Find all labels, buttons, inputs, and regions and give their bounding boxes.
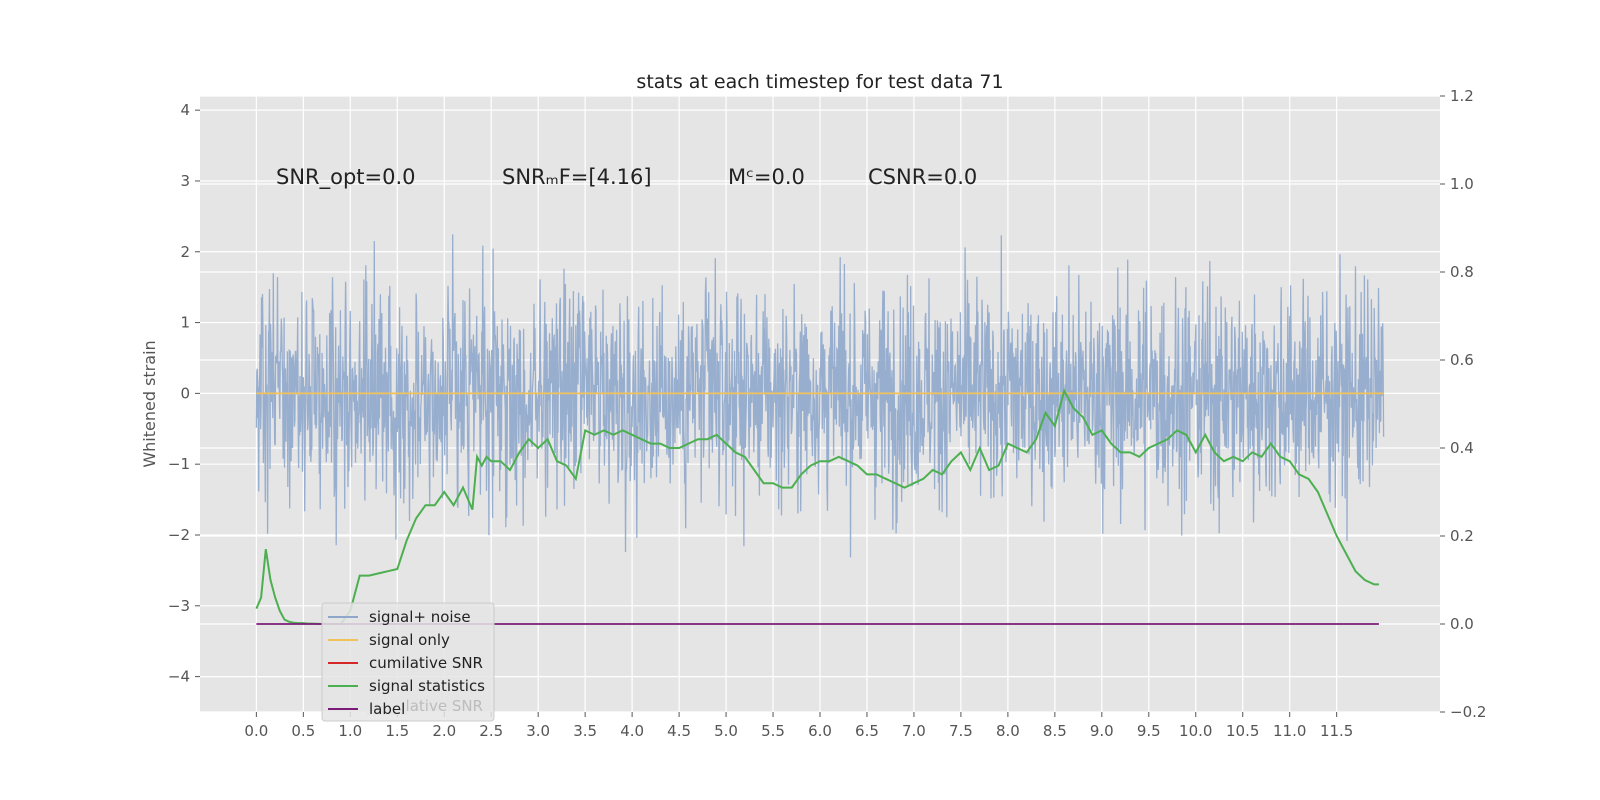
x-tick-label-17: 8.5 [1043, 722, 1067, 740]
y-left-tick-label-1: 3 [180, 172, 190, 190]
legend-label-cumilative-snr: cumilative SNR [369, 654, 483, 672]
x-tick-label-20: 10.0 [1179, 722, 1212, 740]
annotation-snr-mf: SNRₘF=[4.16] [502, 165, 652, 189]
y-axis-label: Whitened strain [140, 340, 159, 467]
series-signal-statistics [255, 388, 1379, 625]
x-tick-label-11: 5.5 [761, 722, 785, 740]
y-left-tick-label-7: −3 [168, 597, 190, 615]
y-right-tick-label-4: 0.4 [1450, 439, 1474, 457]
series-signal-noise [255, 234, 1385, 558]
x-tick-label-1: 0.5 [291, 722, 315, 740]
x-tick-label-16: 8.0 [996, 722, 1020, 740]
y-left-tick-label-8: −4 [168, 668, 190, 686]
x-tick-label-21: 10.5 [1226, 722, 1259, 740]
annotations: SNR_opt=0.0 SNRₘF=[4.16] Mᶜ=0.0 CSNR=0.0 [276, 165, 977, 190]
y-right-tick-label-1: 1.0 [1450, 175, 1474, 193]
y-right-tick-label-6: 0.0 [1450, 615, 1474, 633]
x-axis: 0.0 0.5 1.0 1.5 2.0 2.5 3.0 3.5 4.0 4.5 5.0 5.5 6.0 6… [244, 712, 1353, 740]
annotation-mc: Mᶜ=0.0 [728, 165, 805, 189]
y-right-tick-label-3: 0.6 [1450, 351, 1474, 369]
y-right-tick-label-2: 0.8 [1450, 263, 1474, 281]
annotation-snr-opt: SNR_opt=0.0 [276, 165, 416, 190]
signal-noise-series [255, 234, 1385, 558]
x-tick-label-10: 5.0 [714, 722, 738, 740]
x-tick-label-0: 0.0 [244, 722, 268, 740]
y-right-tick-label-5: 0.2 [1450, 527, 1474, 545]
y-left-tick-label-4: 0 [180, 384, 190, 402]
legend-label-signal-statistics: signal statistics [369, 677, 485, 695]
y-left-tick-label-0: 4 [180, 101, 190, 119]
legend: cumilative SNR signal+ noise signal only… [321, 602, 495, 722]
x-tick-label-3: 1.5 [385, 722, 409, 740]
x-tick-label-13: 6.5 [855, 722, 879, 740]
x-tick-label-15: 7.5 [949, 722, 973, 740]
y-left-tick-label-3: 1 [180, 314, 190, 332]
x-tick-label-6: 3.0 [526, 722, 550, 740]
x-tick-label-2: 1.0 [338, 722, 362, 740]
legend-label-bg [367, 699, 407, 715]
legend-box [321, 602, 495, 722]
y-right-tick-label-0: 1.2 [1450, 87, 1474, 105]
y-right-tick-label-7: −0.2 [1450, 703, 1486, 721]
x-tick-label-23: 11.5 [1320, 722, 1353, 740]
x-tick-label-9: 4.5 [667, 722, 691, 740]
x-tick-label-22: 11.0 [1273, 722, 1306, 740]
y-left-tick-label-6: −2 [168, 526, 190, 544]
y-axis-right: 1.2 1.0 0.8 0.6 0.4 0.2 0.0 −0.2 [1440, 87, 1486, 721]
x-tick-label-7: 3.5 [573, 722, 597, 740]
legend-label-signal-noise: signal+ noise [369, 608, 471, 626]
y-left-tick-label-2: 2 [180, 243, 190, 261]
x-tick-label-4: 2.0 [432, 722, 456, 740]
x-tick-label-14: 7.0 [902, 722, 926, 740]
y-left-tick-label-5: −1 [168, 455, 190, 473]
chart-title: stats at each timestep for test data 71 [636, 71, 1003, 93]
legend-label-signal-only: signal only [369, 631, 450, 649]
x-tick-label-8: 4.0 [620, 722, 644, 740]
legend-label-label: label [369, 700, 405, 718]
y-axis-left: 4 3 2 1 0 −1 −2 −3 −4 [168, 101, 200, 686]
x-tick-label-5: 2.5 [479, 722, 503, 740]
x-tick-label-12: 6.0 [808, 722, 832, 740]
x-tick-label-19: 9.5 [1137, 722, 1161, 740]
x-tick-label-18: 9.0 [1090, 722, 1114, 740]
annotation-csnr: CSNR=0.0 [868, 165, 977, 189]
